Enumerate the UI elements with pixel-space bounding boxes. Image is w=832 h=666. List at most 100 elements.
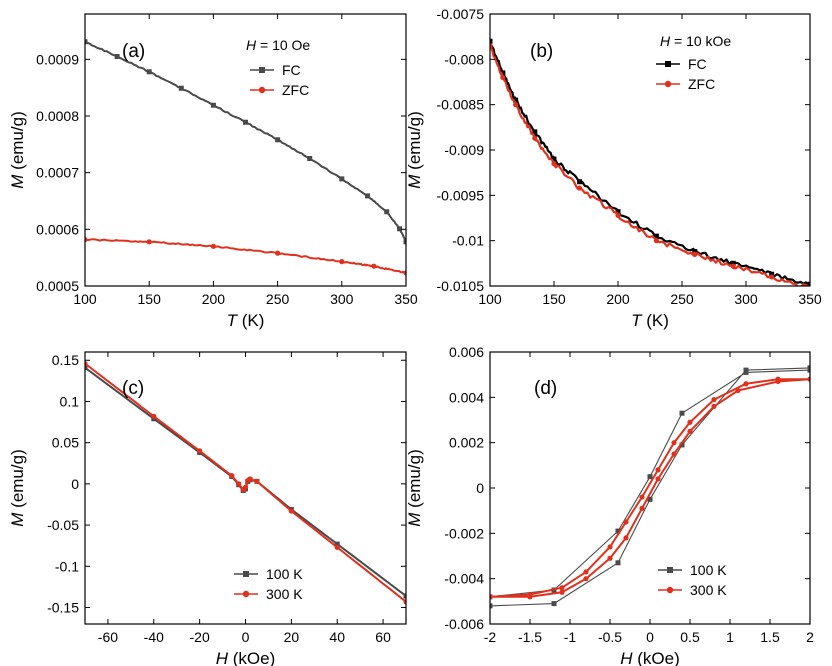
panel-d: -2 -1.5 -1 -0.5 0 0.5 1 1.5 2 0.006 0.004 0.002 0 -0.… [405, 344, 814, 666]
data-point [247, 476, 253, 482]
x-tick-label: 1 [726, 629, 734, 645]
legend-label: 300 K [266, 586, 303, 602]
x-tick-label: -1.5 [518, 629, 542, 645]
data-point [364, 193, 370, 199]
y-axis-label: M (emu/g) [405, 111, 424, 188]
field-condition-rest: = 10 kOe [670, 33, 731, 49]
data-point [730, 260, 736, 266]
legend-marker [259, 67, 265, 73]
field-condition-var: H [660, 33, 671, 49]
x-tick-label: 200 [606, 291, 630, 307]
y-tick-label: -0.15 [47, 600, 79, 616]
x-tick-label: 100 [73, 291, 97, 307]
data-point [583, 576, 589, 582]
x-tick-label: -1 [564, 629, 577, 645]
series-line-fc [490, 39, 810, 286]
y-axis-label-var: M [405, 512, 424, 527]
legend-label: 100 K [690, 562, 727, 578]
data-point [500, 70, 506, 76]
y-tick-label: -0.006 [444, 616, 484, 632]
plot-area [490, 365, 810, 609]
data-point [403, 270, 406, 276]
data-point [490, 594, 493, 600]
data-point [210, 243, 216, 249]
data-point [275, 137, 281, 143]
panel-label: (a) [122, 41, 145, 62]
data-point [711, 403, 717, 409]
x-tick-label: 300 [330, 291, 354, 307]
data-point [743, 381, 749, 387]
panel-a: 100 150 200 250 300 350 0.0005 0.0006 0.0007 0.00… [8, 13, 418, 330]
x-tick-label: 60 [375, 629, 391, 645]
data-point [384, 209, 390, 215]
x-tick-label: 250 [266, 291, 290, 307]
series-line-zfc [490, 43, 810, 286]
data-point [151, 413, 157, 419]
y-axis-label-var: M [405, 174, 424, 189]
data-point [85, 365, 88, 371]
x-axis-label: T (K) [227, 311, 265, 330]
data-point [146, 69, 152, 75]
data-point [679, 442, 685, 448]
data-point [653, 238, 660, 244]
data-point [647, 496, 653, 502]
y-tick-label: 0.002 [449, 435, 484, 451]
data-point [807, 365, 810, 371]
data-point [490, 43, 493, 49]
data-point [807, 281, 810, 286]
data-point [653, 233, 659, 239]
y-tick-label: 0.05 [52, 435, 79, 451]
x-axis-label-var: T [227, 311, 239, 330]
x-tick-label: 1.5 [760, 629, 780, 645]
field-condition: H = 10 kOe [660, 33, 731, 49]
x-tick-label: 350 [394, 291, 418, 307]
x-axis-label-rest: (K) [237, 311, 264, 330]
y-tick-label: 0.15 [52, 352, 79, 368]
data-point [671, 451, 677, 457]
data-point [730, 263, 736, 269]
data-point [513, 102, 519, 108]
y-axis-label-rest: (emu/g) [405, 449, 424, 512]
data-point [769, 271, 775, 277]
data-point [743, 367, 749, 373]
data-point [532, 129, 538, 135]
data-point [339, 176, 345, 182]
y-tick-label: 0.004 [449, 389, 484, 405]
field-condition-rest: = 10 Oe [256, 37, 310, 53]
data-point [242, 484, 249, 490]
x-tick-label: 200 [202, 291, 226, 307]
legend: FC ZFC [656, 56, 715, 92]
data-point [236, 481, 242, 487]
data-point [178, 85, 184, 91]
x-axis-label-rest: (kOe) [633, 649, 680, 666]
data-point [615, 528, 621, 534]
data-point [711, 397, 717, 403]
data-point [607, 555, 613, 561]
data-point [615, 560, 621, 566]
legend-marker [664, 80, 672, 88]
y-tick-label: 0.1 [60, 393, 80, 409]
legend-marker [667, 567, 673, 573]
x-tick-label: 150 [542, 291, 566, 307]
y-tick-label: -0.0085 [437, 97, 485, 113]
y-tick-label: 0.0009 [36, 51, 79, 67]
series-line-300-k [490, 378, 810, 598]
data-point [371, 263, 377, 269]
y-axis-label-rest: (emu/g) [8, 111, 27, 174]
x-axis-label-rest: (kOe) [228, 649, 275, 666]
x-axis-label: H (kOe) [216, 649, 276, 666]
data-point [490, 38, 493, 44]
data-point [403, 593, 406, 599]
data-point [229, 473, 235, 479]
plot-area [490, 38, 810, 286]
axes-frame [84, 13, 407, 287]
x-tick-label: 0 [242, 629, 250, 645]
y-axis-label-rest: (emu/g) [8, 449, 27, 512]
data-point [527, 594, 533, 600]
y-tick-label: 0.006 [449, 344, 484, 360]
data-point [639, 494, 645, 500]
x-tick-label: 150 [138, 291, 162, 307]
x-tick-label: 300 [734, 291, 758, 307]
x-tick-label: 0.5 [680, 629, 700, 645]
data-point [769, 274, 775, 280]
